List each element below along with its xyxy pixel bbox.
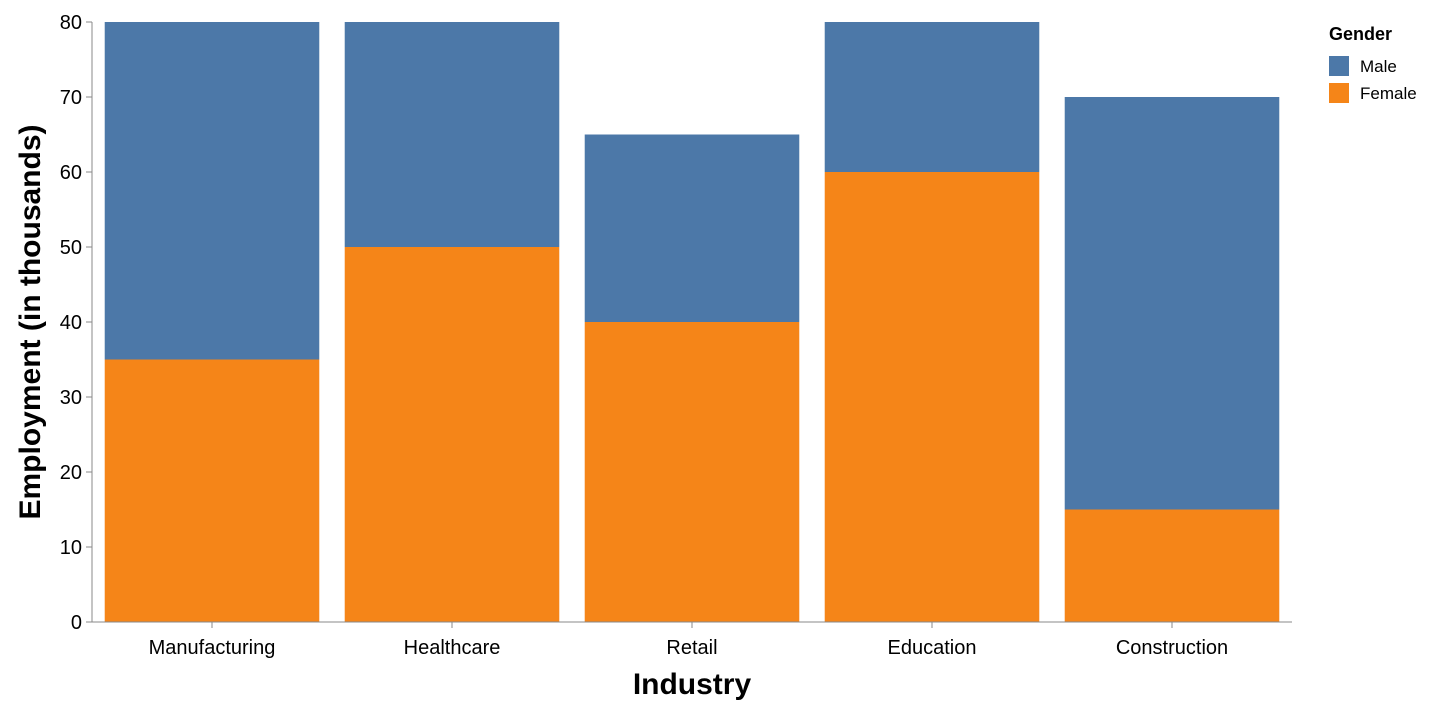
- x-tick-label: Retail: [666, 637, 717, 659]
- x-tick-label: Construction: [1116, 637, 1228, 659]
- bar-female-construction: [1064, 509, 1280, 622]
- bar-female-healthcare: [344, 247, 560, 622]
- bar-male-manufacturing: [104, 22, 320, 360]
- x-tick-label: Education: [888, 637, 977, 659]
- y-tick-label: 50: [60, 237, 82, 259]
- y-tick-label: 70: [60, 87, 82, 109]
- bar-female-manufacturing: [104, 359, 320, 622]
- legend-title: Gender: [1329, 24, 1392, 44]
- x-tick-label: Manufacturing: [149, 637, 276, 659]
- y-tick-label: 0: [71, 612, 82, 634]
- legend-label-female: Female: [1360, 84, 1417, 103]
- y-tick-label: 20: [60, 462, 82, 484]
- x-axis-title: Industry: [633, 668, 752, 701]
- bar-male-education: [824, 22, 1040, 172]
- bar-female-education: [824, 172, 1040, 622]
- x-tick-label: Healthcare: [404, 637, 501, 659]
- legend-label-male: Male: [1360, 57, 1397, 76]
- legend-swatch-male: [1329, 56, 1349, 76]
- y-axis: 0 10 20 30 40 50 60 70 80: [60, 12, 93, 634]
- bar-female-retail: [584, 322, 800, 622]
- y-tick-label: 40: [60, 312, 82, 334]
- x-axis: Manufacturing Healthcare Retail Education Co…: [92, 621, 1292, 659]
- y-tick-label: 80: [60, 12, 82, 34]
- y-tick-label: 30: [60, 387, 82, 409]
- y-tick-label: 60: [60, 162, 82, 184]
- bars-layer: [104, 22, 1280, 622]
- y-axis-title: Employment (in thousands): [14, 124, 47, 519]
- legend-swatch-female: [1329, 83, 1349, 103]
- bar-male-retail: [584, 134, 800, 322]
- bar-male-construction: [1064, 97, 1280, 510]
- legend: Gender Male Female: [1329, 24, 1417, 103]
- bar-male-healthcare: [344, 22, 560, 247]
- y-tick-label: 10: [60, 537, 82, 559]
